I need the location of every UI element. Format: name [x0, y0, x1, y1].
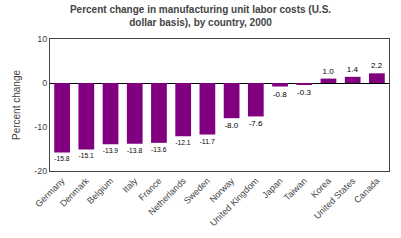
svg-text:10: 10	[37, 34, 47, 44]
svg-text:-15.8: -15.8	[54, 155, 70, 162]
svg-text:-15.1: -15.1	[78, 152, 94, 159]
svg-text:-7.6: -7.6	[249, 119, 263, 128]
svg-text:1.0: 1.0	[323, 67, 335, 76]
svg-text:Belgium: Belgium	[85, 176, 115, 206]
svg-text:Japan: Japan	[260, 176, 284, 200]
svg-text:Percent change in manufacturin: Percent change in manufacturing unit lab…	[70, 4, 331, 28]
svg-text:2.2: 2.2	[371, 61, 383, 70]
svg-text:-13.9: -13.9	[103, 147, 119, 154]
svg-text:-8.0: -8.0	[224, 121, 238, 130]
svg-text:Sweden: Sweden	[182, 176, 212, 206]
svg-text:United Kingdom: United Kingdom	[208, 176, 260, 228]
svg-text:France: France	[137, 176, 164, 203]
svg-text:-20: -20	[34, 166, 47, 176]
svg-text:Taiwan: Taiwan	[282, 176, 309, 203]
svg-text:Italy: Italy	[121, 175, 140, 194]
svg-text:Germany: Germany	[33, 175, 67, 209]
svg-text:United States: United States	[312, 175, 358, 221]
svg-text:-13.6: -13.6	[151, 146, 167, 153]
svg-text:-12.1: -12.1	[175, 139, 191, 146]
svg-text:Norway: Norway	[208, 175, 237, 204]
svg-text:-0.3: -0.3	[297, 88, 311, 97]
svg-text:Korea: Korea	[309, 176, 333, 200]
svg-text:Denmark: Denmark	[58, 175, 91, 208]
svg-text:-0.8: -0.8	[273, 90, 287, 99]
svg-text:0: 0	[42, 78, 47, 88]
svg-text:1.4: 1.4	[347, 65, 359, 74]
svg-text:-11.7: -11.7	[200, 138, 215, 145]
svg-text:-13.8: -13.8	[127, 147, 143, 154]
svg-text:Netherlands: Netherlands	[146, 175, 188, 217]
svg-text:-10: -10	[34, 122, 47, 132]
svg-text:Canada: Canada	[352, 176, 381, 205]
svg-text:Percent change: Percent change	[11, 70, 22, 140]
